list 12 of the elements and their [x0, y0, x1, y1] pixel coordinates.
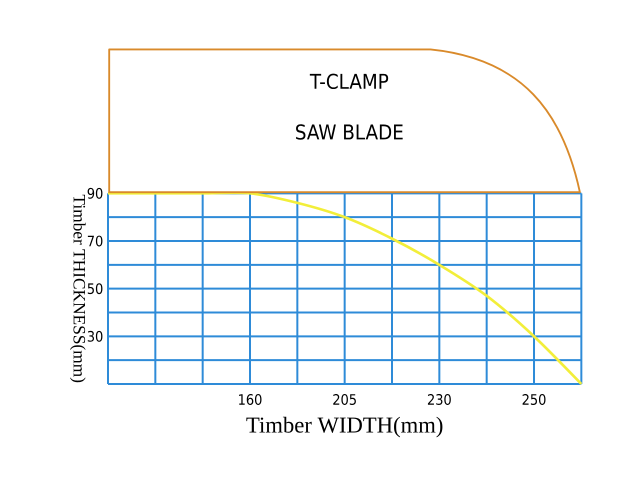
text: T-CLAMP [310, 74, 388, 90]
x-tick-label: 230 [428, 394, 451, 406]
x-tick-label: 205 [333, 394, 356, 406]
text: SAW BLADE [296, 124, 403, 140]
x-tick-label: 250 [522, 394, 546, 406]
x-axis-title: Timber WIDTH(mm) [246, 416, 442, 438]
y-tick-label: 30 [88, 331, 102, 342]
y-tick-label: 90 [88, 188, 102, 199]
y-tick-label: 70 [88, 236, 102, 247]
y-tick-label: 50 [88, 283, 102, 294]
x-tick-label: 160 [239, 394, 262, 406]
y-axis-title: Timber THICKNESS(mm) [70, 194, 86, 382]
